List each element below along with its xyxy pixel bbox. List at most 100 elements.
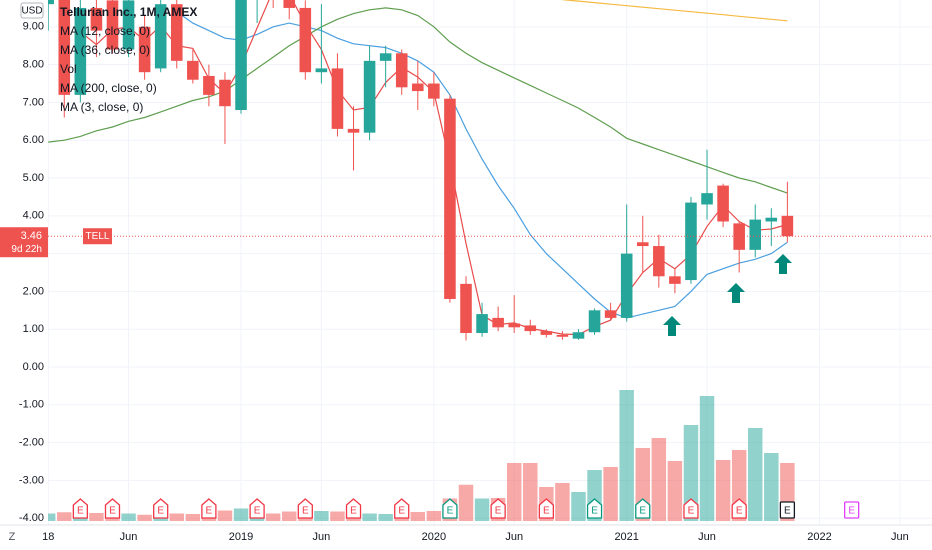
volume-bar bbox=[89, 513, 104, 521]
y-tick-label: 9.00 bbox=[23, 21, 44, 33]
annotation-arrows bbox=[663, 254, 792, 336]
event-marker[interactable]: E bbox=[731, 498, 747, 519]
y-tick-label: 0.00 bbox=[23, 361, 44, 373]
candle-body bbox=[540, 331, 553, 335]
x-tick-label: Jun bbox=[698, 531, 716, 543]
candle-body bbox=[395, 53, 408, 88]
legend-entry: MA (12, close, 0) bbox=[60, 24, 150, 38]
candle-body bbox=[604, 310, 617, 318]
zoom-button[interactable] bbox=[4, 528, 20, 546]
event-marker[interactable]: E bbox=[683, 498, 699, 519]
moving-average-line bbox=[48, 7, 788, 194]
event-marker[interactable]: E bbox=[104, 498, 121, 519]
volume-bar bbox=[378, 514, 393, 521]
y-tick-label: 2.00 bbox=[23, 285, 44, 297]
x-tick-label: 2020 bbox=[422, 531, 446, 543]
volume-bar bbox=[715, 460, 731, 521]
event-marker[interactable]: E bbox=[72, 498, 88, 519]
candle-body bbox=[48, 0, 54, 5]
volume-bar bbox=[57, 512, 72, 521]
event-marker[interactable]: E bbox=[635, 498, 651, 519]
volume-bar bbox=[523, 463, 538, 521]
event-marker-label: E bbox=[591, 506, 598, 517]
event-marker-label: E bbox=[206, 506, 213, 517]
arrow-annotation bbox=[663, 316, 681, 336]
volume-bar bbox=[410, 512, 426, 521]
x-tick-label: Jun bbox=[120, 531, 138, 543]
event-marker-box bbox=[844, 501, 860, 519]
candle-body bbox=[572, 332, 585, 339]
candle-body bbox=[283, 0, 296, 8]
event-marker[interactable]: E bbox=[297, 498, 313, 519]
event-marker[interactable]: E bbox=[249, 498, 265, 519]
symbol-box bbox=[83, 228, 112, 245]
y-tick-label: 4.00 bbox=[23, 210, 44, 222]
currency-box[interactable] bbox=[20, 2, 44, 19]
event-marker[interactable]: E bbox=[345, 498, 362, 519]
event-marker[interactable]: E bbox=[394, 498, 410, 519]
volume-bar bbox=[362, 513, 377, 521]
chart-title: Tellurian Inc., 1M, AMEX bbox=[60, 5, 197, 19]
volume-bar bbox=[121, 513, 136, 521]
candle-body bbox=[669, 276, 681, 284]
x-tick-label: 18 bbox=[42, 531, 54, 543]
candle-body bbox=[685, 202, 697, 281]
last-price-label: 3.46 9d 22h TELL bbox=[0, 227, 112, 258]
y-tick-label: -1.00 bbox=[19, 399, 44, 411]
volume-bar bbox=[282, 511, 297, 521]
candle-body bbox=[524, 325, 537, 332]
candle-body bbox=[106, 0, 119, 50]
arrow-annotation bbox=[774, 254, 792, 274]
event-marker[interactable]: E bbox=[538, 498, 554, 519]
event-marker[interactable]: E bbox=[779, 501, 796, 519]
event-marker-shield bbox=[104, 498, 121, 519]
legend-entry: Vol bbox=[60, 62, 77, 76]
x-tick-label: 2022 bbox=[807, 531, 831, 543]
candle-body bbox=[58, 0, 71, 95]
event-marker-label: E bbox=[302, 506, 309, 517]
x-tick-label: Jun bbox=[313, 531, 331, 543]
candle-body bbox=[588, 310, 601, 333]
volume-bar bbox=[458, 484, 474, 521]
candle-body bbox=[653, 246, 665, 277]
volume-bar bbox=[555, 483, 570, 521]
candle-body bbox=[492, 317, 504, 328]
candle-body bbox=[203, 75, 215, 95]
volume-bar bbox=[651, 438, 667, 521]
countdown: 9d 22h bbox=[11, 244, 42, 255]
event-marker-label: E bbox=[639, 506, 646, 517]
arrow-annotation bbox=[727, 283, 745, 303]
x-tick-label: 2019 bbox=[229, 531, 253, 543]
candle-body bbox=[636, 242, 649, 247]
event-marker-shield bbox=[249, 498, 265, 519]
candle-body bbox=[138, 26, 151, 73]
event-marker-shield bbox=[731, 498, 747, 519]
volume-bar bbox=[185, 514, 201, 521]
event-marker[interactable]: E bbox=[586, 498, 603, 519]
candle-body bbox=[556, 334, 569, 337]
candle-body bbox=[331, 68, 344, 129]
zoom-button-label: Z bbox=[9, 531, 16, 543]
candle-body bbox=[460, 283, 472, 333]
price-scale bbox=[0, 0, 48, 525]
event-marker[interactable]: E bbox=[844, 501, 860, 519]
x-tick-label: 2021 bbox=[614, 531, 638, 543]
event-marker[interactable]: E bbox=[153, 498, 169, 519]
event-marker-box bbox=[779, 501, 796, 519]
volume-bar bbox=[506, 463, 522, 521]
event-marker[interactable]: E bbox=[490, 498, 506, 519]
volume-bar bbox=[217, 510, 233, 521]
event-marker-label: E bbox=[398, 506, 405, 517]
volume-bar bbox=[169, 513, 184, 521]
event-marker[interactable]: E bbox=[201, 498, 217, 519]
moving-average-line bbox=[562, 0, 788, 22]
candle-body bbox=[379, 53, 392, 61]
event-marker-label: E bbox=[350, 506, 357, 517]
volume-bar bbox=[667, 461, 683, 521]
event-marker-shield bbox=[490, 498, 506, 519]
volume-bar bbox=[683, 425, 699, 521]
candle-body bbox=[749, 219, 762, 250]
candle-body bbox=[315, 68, 328, 73]
event-marker[interactable]: E bbox=[442, 498, 458, 519]
